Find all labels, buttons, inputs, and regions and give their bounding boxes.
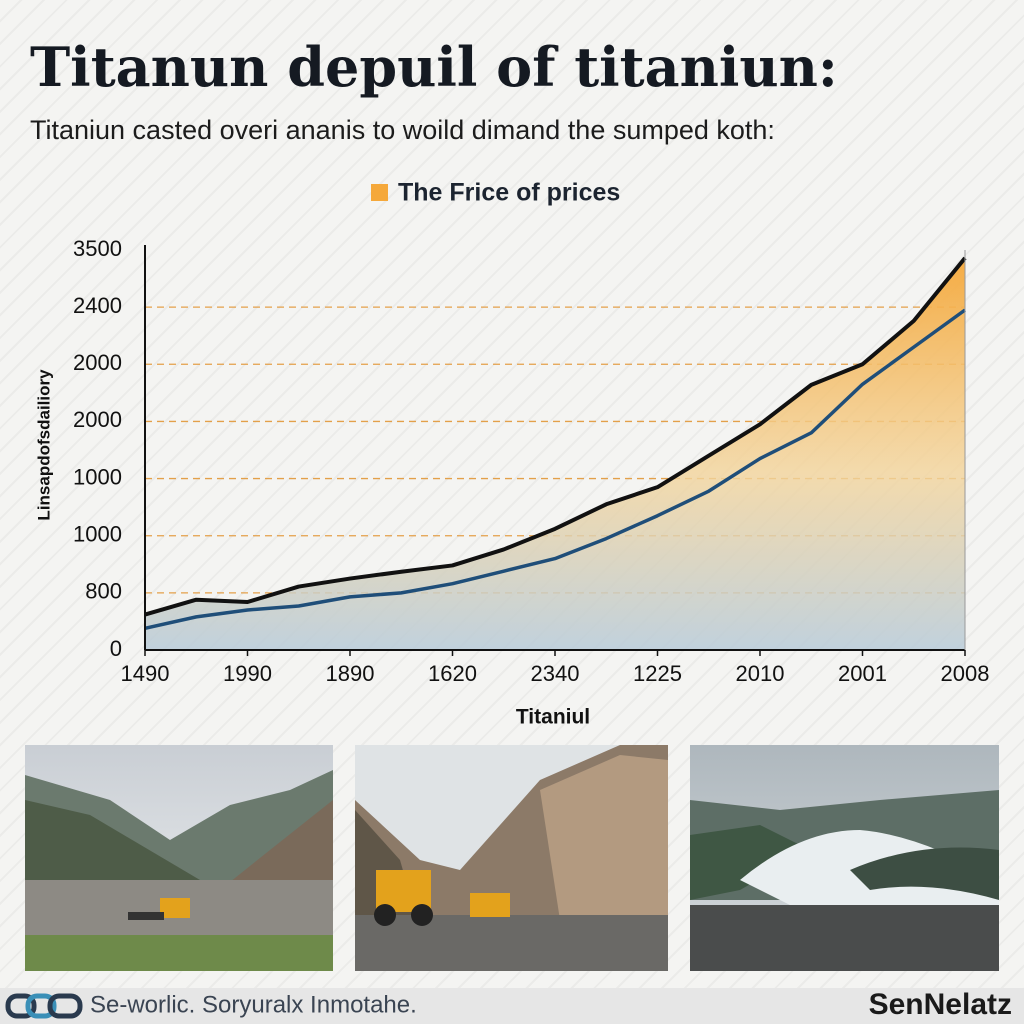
y-tick-label: 2400 [73, 293, 122, 318]
x-tick-label: 2008 [941, 661, 990, 686]
y-tick-label: 2000 [73, 407, 122, 432]
area [145, 258, 965, 650]
line [144, 308, 967, 630]
line [144, 256, 967, 617]
x-axis-title: Titaniul [516, 706, 590, 729]
y-tick-label: 0 [110, 636, 122, 661]
y-tick-label: 1000 [73, 522, 122, 547]
photo [690, 745, 999, 971]
footer [0, 988, 1024, 1024]
y-axis-title: Linsapdofsdailiory [34, 369, 53, 521]
x-tick-label: 2340 [531, 661, 580, 686]
legend-swatch [371, 184, 388, 201]
x-tick-label: 1990 [223, 661, 272, 686]
photo [355, 745, 668, 971]
x-tick-label: 1490 [121, 661, 170, 686]
x-tick-label: 1620 [428, 661, 477, 686]
x-tick-label: 1890 [326, 661, 375, 686]
title: Titanun depuil of titaniun: [30, 35, 838, 99]
brand: SenNelatz [869, 988, 1012, 1021]
subtitle: Titaniun casted overi ananis to woild di… [30, 115, 775, 145]
footer-logo [5, 993, 83, 1019]
legend-label: The Frice of prices [398, 179, 620, 207]
y-tick-label: 1000 [73, 464, 122, 489]
x-tick-label: 2010 [736, 661, 785, 686]
footer-text: Se-worlic. Soryuralx Inmotahe. [90, 991, 417, 1018]
y-tick-label: 3500 [73, 236, 122, 261]
x-tick-label: 1225 [633, 661, 682, 686]
y-tick-label: 800 [85, 579, 122, 604]
photo [25, 745, 333, 971]
x-tick-label: 2001 [838, 661, 887, 686]
y-tick-label: 2000 [73, 350, 122, 375]
